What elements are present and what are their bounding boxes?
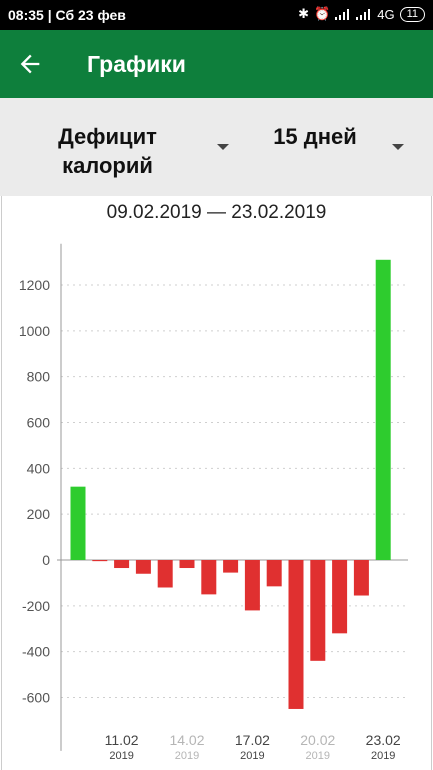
page-title: Графики (87, 51, 186, 77)
y-tick-label: 0 (42, 552, 50, 568)
bar-21.02 (332, 560, 348, 634)
network-type: 4G (377, 6, 395, 22)
x-tick-year: 2019 (109, 750, 133, 762)
bar-15.02 (201, 560, 217, 595)
selector-bar: Дефицит калорий 15 дней (0, 98, 433, 196)
chevron-down-icon[interactable] (392, 144, 404, 150)
x-tick-label: 17.02 (235, 732, 270, 748)
y-tick-label: -400 (22, 644, 50, 660)
x-tick-label: 14.02 (169, 732, 204, 748)
bar-23.02 (375, 259, 391, 560)
bar-10.02 (92, 560, 108, 562)
x-tick-year: 2019 (371, 750, 395, 762)
battery-icon: 11 (399, 6, 425, 22)
x-tick-year: 2019 (306, 750, 330, 762)
bar-19.02 (288, 560, 304, 709)
status-bar: 08:35 | Сб 23 фев ✱ ⏰ 4G 11 (0, 0, 433, 30)
back-arrow-icon[interactable] (16, 50, 44, 78)
signal-icon (335, 8, 351, 20)
x-tick-label: 20.02 (300, 732, 335, 748)
bluetooth-icon: ✱ (298, 6, 310, 21)
bar-11.02 (114, 560, 130, 569)
y-tick-label: -200 (22, 598, 50, 614)
bar-12.02 (135, 560, 151, 574)
y-tick-label: 400 (27, 460, 51, 476)
y-tick-label: 600 (27, 415, 51, 431)
bar-22.02 (353, 560, 369, 596)
app-bar: Графики (0, 30, 433, 98)
alarm-icon: ⏰ (314, 6, 331, 21)
bar-20.02 (310, 560, 326, 661)
bar-13.02 (157, 560, 173, 588)
y-tick-label: 1200 (19, 277, 50, 293)
status-time-date: 08:35 | Сб 23 фев (8, 7, 126, 23)
y-tick-label: -600 (22, 690, 50, 706)
bar-18.02 (266, 560, 282, 587)
y-tick-label: 1000 (19, 323, 50, 339)
signal-icon-2 (356, 8, 372, 20)
y-tick-label: 800 (27, 369, 51, 385)
status-icons: ✱ ⏰ 4G 11 (298, 6, 425, 22)
chart-container (1, 196, 432, 770)
x-tick-label: 11.02 (105, 732, 139, 748)
bar-14.02 (179, 560, 195, 569)
y-tick-label: 200 (27, 506, 51, 522)
x-tick-year: 2019 (175, 750, 199, 762)
bar-17.02 (244, 560, 260, 611)
period-dropdown[interactable]: 15 дней (273, 124, 357, 149)
x-tick-label: 23.02 (366, 732, 401, 748)
chart-date-range: 09.02.2019 — 23.02.2019 (106, 202, 327, 223)
metric-dropdown[interactable]: Дефицит калорий (58, 124, 157, 178)
bar-16.02 (223, 560, 239, 573)
x-tick-year: 2019 (240, 750, 264, 762)
bar-09.02 (70, 486, 86, 560)
chevron-down-icon[interactable] (217, 144, 229, 150)
